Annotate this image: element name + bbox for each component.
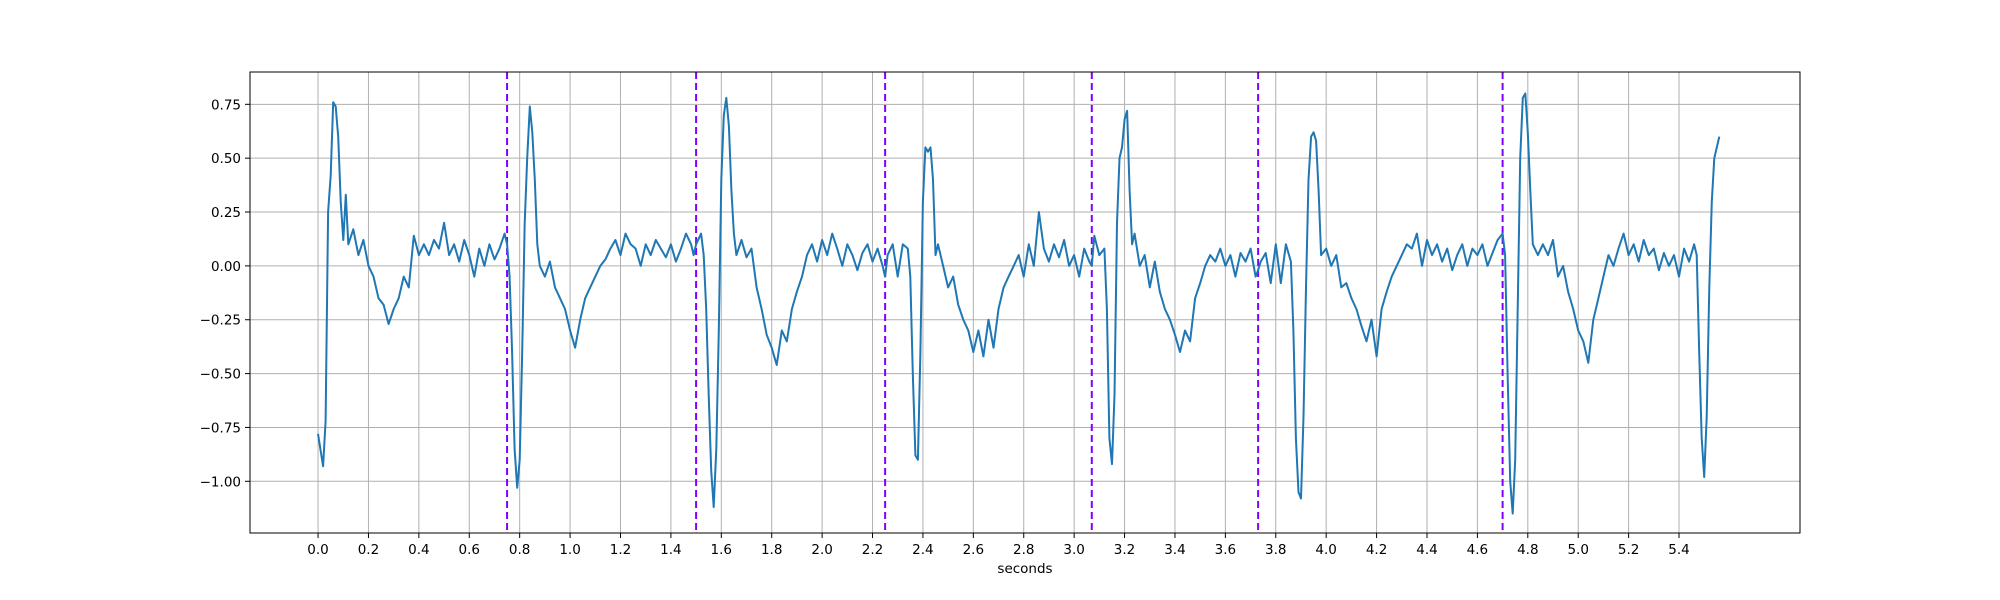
x-tick-label: 0.6 — [459, 542, 480, 558]
y-tick-label: −0.75 — [200, 420, 241, 436]
plot-frame — [249, 71, 1801, 534]
x-axis-ticks: 0.0 0.2 0.4 0.6 0.8 1.0 1.2 1.4 1.6 1.8 2.0 2.2 2.4 2… — [307, 533, 1690, 558]
x-tick-label: 4.8 — [1517, 542, 1538, 558]
y-grid — [250, 103, 1800, 482]
x-tick-label: 5.0 — [1567, 542, 1588, 558]
x-axis-label: seconds — [997, 561, 1052, 577]
signal-line — [317, 92, 1721, 515]
y-tick-label: 0.00 — [211, 259, 241, 275]
x-tick-label: 2.0 — [811, 542, 832, 558]
x-tick-label: 3.8 — [1265, 542, 1286, 558]
x-tick-label: 5.2 — [1618, 542, 1639, 558]
y-tick-label: −0.25 — [200, 313, 241, 329]
x-tick-label: 1.0 — [559, 542, 580, 558]
x-tick-label: 1.2 — [610, 542, 631, 558]
y-tick-label: −1.00 — [200, 474, 241, 490]
x-grid — [317, 72, 1680, 533]
x-tick-label: 3.6 — [1215, 542, 1236, 558]
x-tick-label: 4.4 — [1416, 542, 1437, 558]
x-tick-label: 4.0 — [1315, 542, 1336, 558]
y-tick-label: 0.50 — [211, 151, 241, 167]
x-tick-label: 5.4 — [1668, 542, 1689, 558]
y-tick-label: 0.75 — [211, 97, 241, 113]
x-tick-label: 2.6 — [963, 542, 984, 558]
x-tick-label: 1.4 — [660, 542, 681, 558]
x-tick-label: 1.8 — [761, 542, 782, 558]
x-tick-label: 3.4 — [1164, 542, 1185, 558]
y-axis-ticks: 0.75 0.50 0.25 0.00 −0.25 −0.50 −0.75 −1.00 — [200, 97, 250, 490]
x-tick-label: 0.8 — [509, 542, 530, 558]
x-tick-label: 2.2 — [862, 542, 883, 558]
x-tick-label: 3.2 — [1114, 542, 1135, 558]
y-tick-label: −0.50 — [200, 367, 241, 383]
x-tick-label: 0.2 — [358, 542, 379, 558]
x-tick-label: 1.6 — [711, 542, 732, 558]
x-tick-label: 2.4 — [912, 542, 933, 558]
x-tick-label: 0.0 — [307, 542, 328, 558]
x-tick-label: 2.8 — [1013, 542, 1034, 558]
x-tick-label: 4.2 — [1366, 542, 1387, 558]
x-tick-label: 3.0 — [1063, 542, 1084, 558]
y-tick-label: 0.25 — [211, 205, 241, 221]
x-tick-label: 4.6 — [1467, 542, 1488, 558]
x-tick-label: 0.4 — [408, 542, 429, 558]
